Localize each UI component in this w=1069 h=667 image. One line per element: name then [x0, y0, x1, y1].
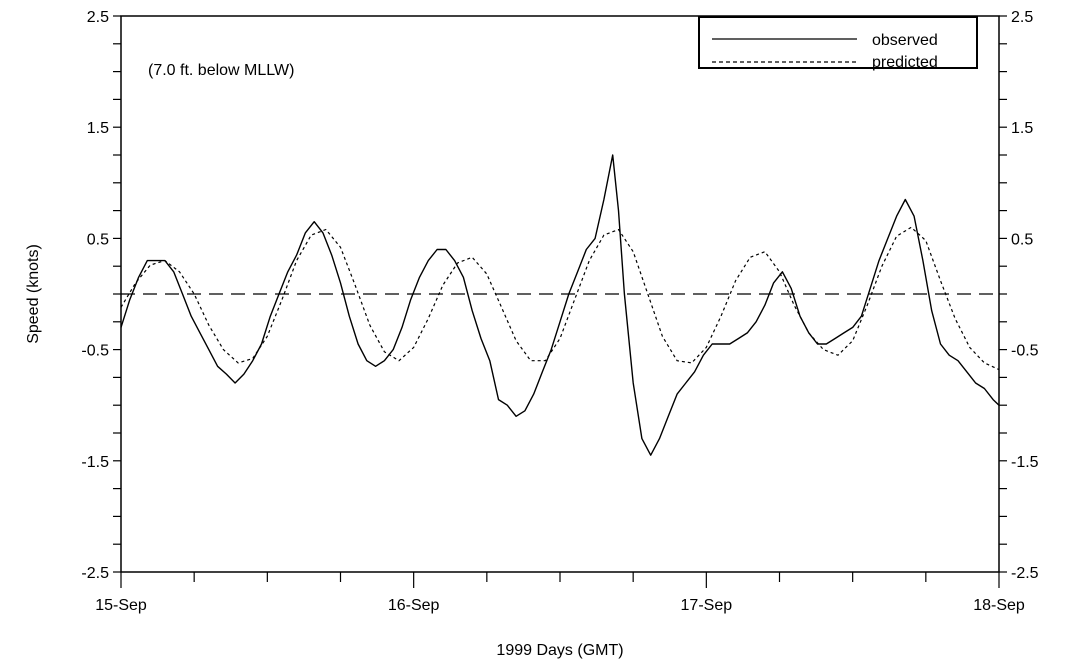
y-tick-label-left: 0.5 [87, 231, 109, 248]
y-tick-label-right: 1.5 [1011, 120, 1033, 137]
y-tick-label-right: -0.5 [1011, 343, 1039, 360]
y-tick-label-left: -0.5 [81, 343, 109, 360]
series-layer [120, 154, 1000, 456]
x-tick-label: 15-Sep [95, 597, 147, 614]
annotation: (7.0 ft. below MLLW) [148, 62, 294, 79]
legend-frame [698, 16, 978, 69]
y-tick-label-left: 2.5 [87, 9, 109, 26]
x-ticks: 15-Sep 16-Sep 17-Sep 18-Sep [95, 572, 1025, 614]
y-ticks-left: 2.5 1.5 0.5 -0.5 -1.5 -2.5 [81, 9, 121, 582]
y-tick-label-left: 1.5 [87, 120, 109, 137]
series-line-observed [120, 154, 1000, 456]
x-tick-label: 18-Sep [973, 597, 1025, 614]
y-tick-label-right: 0.5 [1011, 231, 1033, 248]
plot-frame [120, 15, 1000, 573]
y-axis-title: Speed (knots) [25, 244, 42, 344]
legend: observed predicted [698, 16, 978, 71]
y-ticks-right: 2.5 1.5 0.5 -0.5 -1.5 -2.5 [999, 9, 1039, 582]
legend-label-predicted: predicted [872, 54, 938, 71]
legend-label-observed: observed [872, 32, 938, 49]
y-tick-label-left: -2.5 [81, 565, 109, 582]
y-tick-label-right: -1.5 [1011, 454, 1039, 471]
x-tick-label: 17-Sep [681, 597, 733, 614]
y-tick-label-left: -1.5 [81, 454, 109, 471]
x-tick-label: 16-Sep [388, 597, 440, 614]
series-line-predicted [120, 226, 1000, 371]
x-axis-title: 1999 Days (GMT) [496, 642, 623, 659]
y-tick-label-right: 2.5 [1011, 9, 1033, 26]
y-tick-label-right: -2.5 [1011, 565, 1039, 582]
